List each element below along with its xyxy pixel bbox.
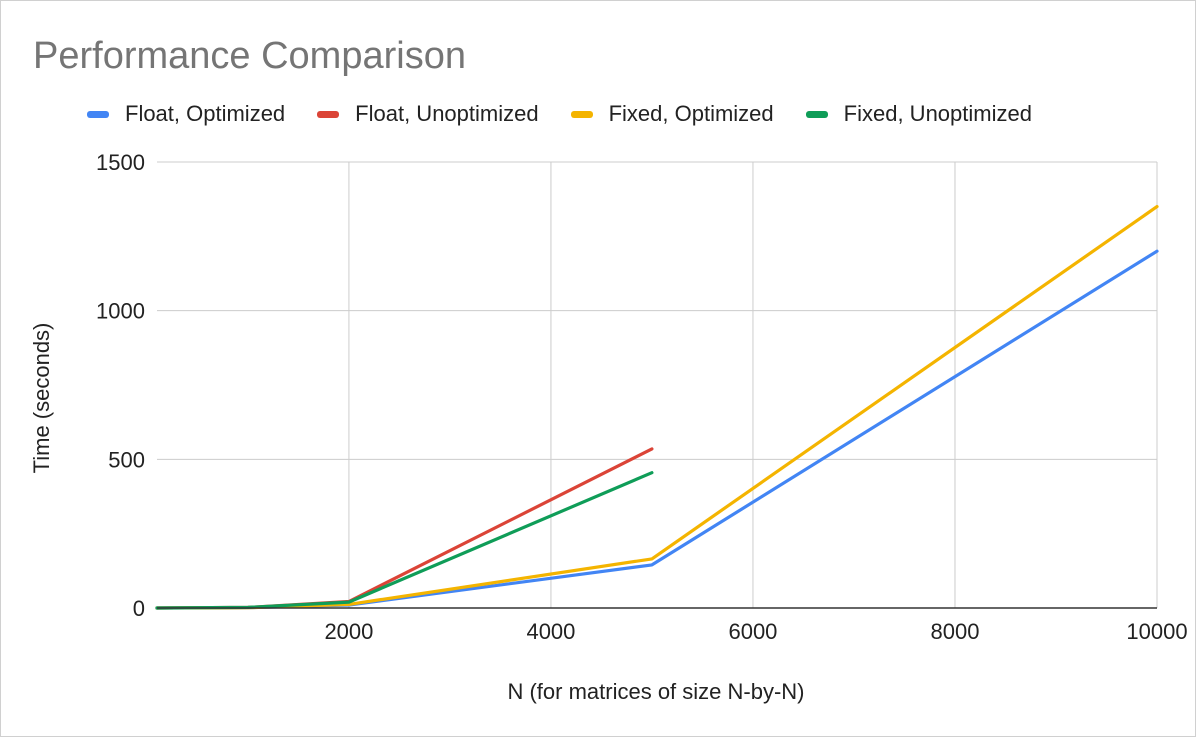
- x-tick-label: 10000: [1126, 619, 1187, 644]
- legend-item-float-unoptimized[interactable]: Float, Unoptimized: [317, 101, 539, 127]
- x-tick-label: 8000: [931, 619, 980, 644]
- legend-item-fixed-optimized[interactable]: Fixed, Optimized: [570, 101, 774, 127]
- x-tick-label: 6000: [728, 619, 777, 644]
- legend-swatch: [317, 110, 340, 118]
- legend-label: Float, Optimized: [125, 101, 286, 126]
- y-tick-label: 0: [133, 596, 145, 621]
- legend-label: Float, Unoptimized: [355, 101, 539, 126]
- series-line-fixed-optimized[interactable]: [155, 205, 1159, 610]
- y-tick-label: 1000: [96, 299, 145, 324]
- legend-swatch: [87, 110, 109, 118]
- series-group: [155, 205, 1159, 610]
- axes: 0 500 1000 1500 2000 4000 6000 8000 10000: [96, 150, 1188, 644]
- x-tick-label: 4000: [526, 619, 575, 644]
- series-line-fixed-unoptimized[interactable]: [155, 471, 654, 610]
- chart-title: Performance Comparison: [33, 35, 466, 77]
- legend-swatch: [570, 110, 593, 118]
- x-tick-label: 2000: [324, 619, 373, 644]
- legend-label: Fixed, Optimized: [608, 101, 774, 126]
- y-tick-label: 500: [108, 447, 145, 472]
- legend-item-fixed-unoptimized[interactable]: Fixed, Unoptimized: [805, 101, 1032, 127]
- legend-swatch: [805, 110, 828, 118]
- grid: [157, 161, 1158, 608]
- legend: Float, Optimized Float, Unoptimized Fixe…: [87, 101, 1064, 127]
- series-line-float-unoptimized[interactable]: [155, 447, 654, 610]
- y-tick-label: 1500: [96, 150, 145, 175]
- y-axis-title: Time (seconds): [29, 323, 54, 474]
- legend-label: Fixed, Unoptimized: [843, 101, 1032, 126]
- x-axis-title: N (for matrices of size N-by-N): [507, 679, 804, 704]
- legend-item-float-optimized[interactable]: Float, Optimized: [87, 101, 285, 127]
